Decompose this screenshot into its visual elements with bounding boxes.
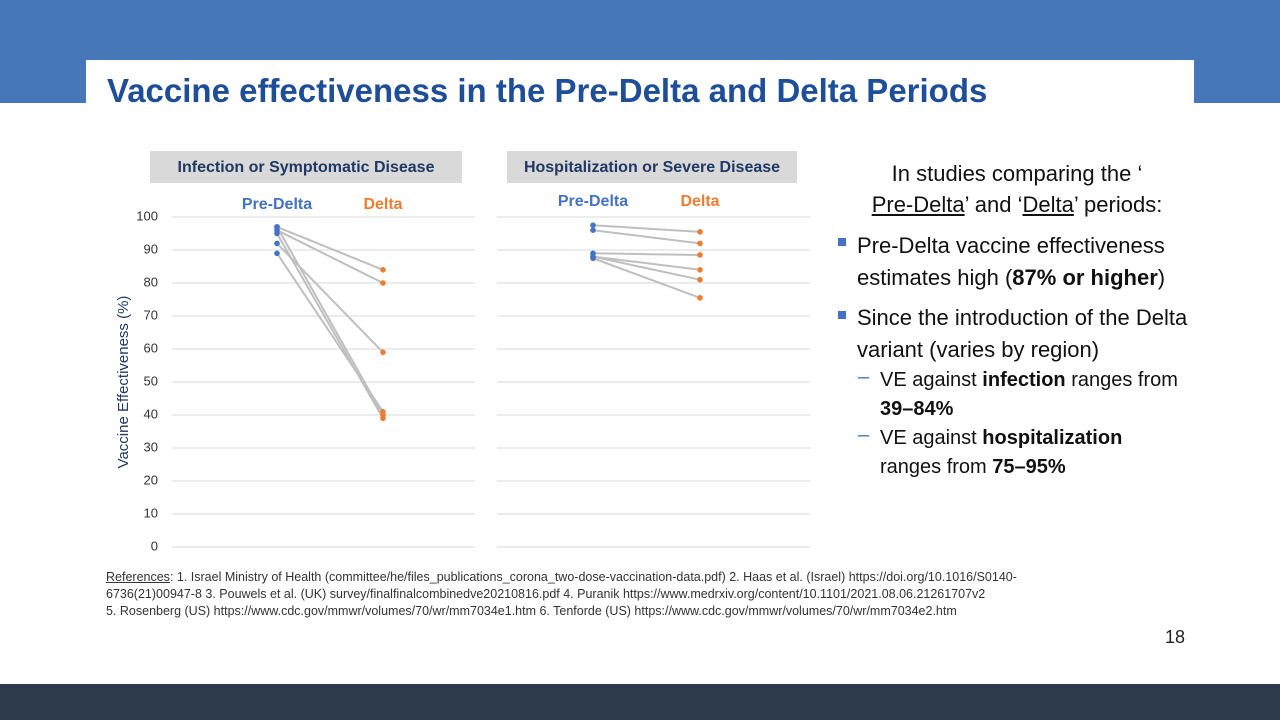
y-tick-label: 20: [144, 472, 158, 487]
point: [380, 280, 386, 286]
slope-line: [592, 255, 701, 271]
intro-text: Pre-Delta: [871, 192, 965, 217]
y-tick-label: 0: [151, 538, 158, 553]
point: [380, 415, 386, 422]
point: [590, 227, 596, 233]
category-label: Pre-Delta: [558, 193, 628, 210]
sub-text: VE against: [880, 369, 983, 391]
bullet-text: Since the introduction of the Delta vari…: [857, 305, 1188, 362]
page-number: 18: [1165, 627, 1186, 647]
point: [697, 229, 703, 235]
point: [697, 267, 703, 273]
point: [697, 295, 703, 301]
sub-marker: –: [858, 424, 870, 446]
sub-bullet: VE against hospitalization ranges from 7…: [880, 424, 1180, 482]
point: [274, 240, 280, 247]
chart-header: [507, 151, 797, 183]
category-label: Delta: [680, 193, 719, 210]
y-tick-label: 40: [144, 406, 158, 421]
point: [697, 276, 703, 283]
y-tick-label: 90: [144, 241, 158, 256]
y-tick-label: 30: [144, 439, 158, 454]
point: [274, 230, 280, 237]
bullet-text: Pre-Delta vaccine effectiveness estimate…: [857, 233, 1165, 290]
point: [380, 267, 386, 273]
bullet-text: ): [1157, 265, 1166, 290]
y-axis-label: Vaccine Effectiveness (%): [115, 296, 132, 469]
category-label: Delta: [363, 196, 402, 213]
reference-text: : 1. Israel Ministry of Health (committe…: [169, 570, 1017, 584]
sub-text: ranges from: [880, 456, 993, 478]
sub-bold: 75–95%: [992, 456, 1066, 478]
sub-marker: –: [858, 366, 870, 388]
point: [590, 222, 596, 229]
bullet-marker: [838, 238, 846, 246]
point: [590, 255, 596, 262]
sub-text: VE against: [880, 427, 983, 449]
footer-band: [0, 684, 1280, 720]
point: [274, 224, 280, 230]
slope-line: [592, 252, 701, 256]
references-label: References: [106, 570, 170, 584]
sub-bold: infection: [982, 369, 1066, 391]
point: [697, 252, 703, 258]
slope-line: [276, 233, 384, 419]
chart-title: Infection or Symptomatic Disease: [178, 159, 435, 176]
bullet: Pre-Delta vaccine effectiveness estimate…: [857, 230, 1197, 294]
reference-line: References: 1. Israel Ministry of Health…: [106, 570, 1017, 584]
intro-text: ’ periods:: [1073, 192, 1163, 217]
category-label: Pre-Delta: [242, 196, 312, 213]
y-tick-label: 60: [144, 340, 158, 355]
slope-line: [276, 229, 384, 284]
slope-line: [592, 229, 701, 245]
slope-line: [276, 242, 384, 353]
y-tick-label: 80: [144, 274, 158, 289]
bullet-marker: [838, 311, 846, 319]
intro: In studies comparing the ‘ Pre-Delta’ and…: [847, 158, 1187, 220]
sub-bold: 39–84%: [880, 398, 954, 420]
y-tick-label: 100: [136, 208, 158, 223]
sub-bullet: VE against infection ranges from 39–84%: [880, 366, 1180, 424]
chart-header: [150, 151, 462, 183]
slope-line: [592, 257, 701, 299]
slope-line: [592, 224, 701, 233]
slide-title: Vaccine effectiveness in the Pre-Delta a…: [107, 72, 988, 109]
sub-text: ranges from: [1065, 369, 1178, 391]
slope-line: [276, 225, 384, 271]
point: [380, 349, 386, 356]
y-tick-label: 10: [144, 505, 158, 520]
reference-line: 6736(21)00947-8 3. Pouwels et al. (UK) s…: [106, 587, 986, 601]
point: [274, 250, 280, 257]
slope-line: [276, 226, 384, 416]
bullet: Since the introduction of the Delta vari…: [857, 302, 1192, 366]
intro-text: In studies comparing the ‘: [891, 161, 1143, 186]
sub-bold: hospitalization: [982, 427, 1123, 449]
slope-line: [592, 255, 701, 281]
intro-text: Delta: [1022, 192, 1074, 217]
intro-text: ’ and ‘: [964, 192, 1023, 217]
point: [697, 240, 703, 247]
y-tick-label: 70: [144, 307, 158, 322]
y-tick-label: 50: [144, 373, 158, 388]
chart-title: Hospitalization or Severe Disease: [524, 159, 780, 176]
reference-line: 5. Rosenberg (US) https://www.cdc.gov/mm…: [106, 604, 957, 618]
bullet-bold: 87% or higher: [1012, 265, 1158, 290]
